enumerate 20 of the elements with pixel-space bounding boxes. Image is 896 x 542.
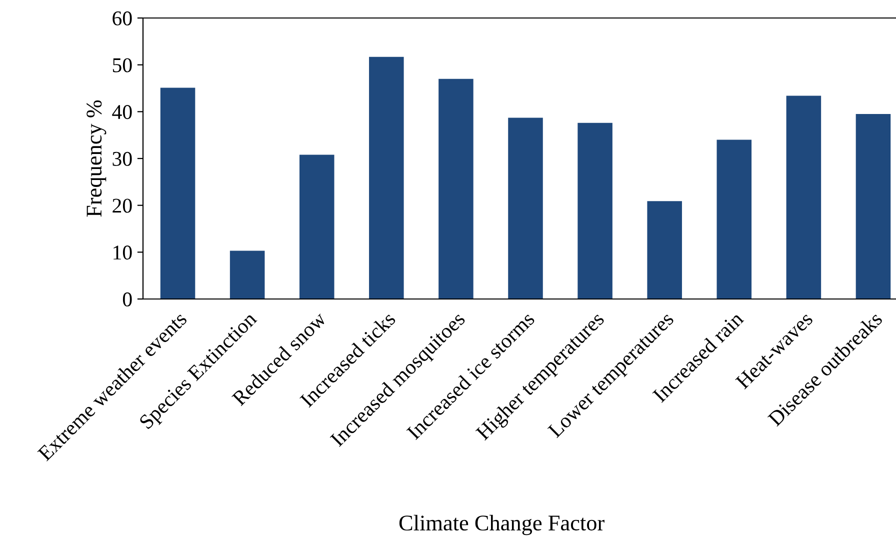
- bar: [647, 201, 682, 299]
- bar: [856, 114, 891, 299]
- y-axis-title: Frequency %: [86, 100, 106, 217]
- y-tick-label: 20: [112, 198, 132, 213]
- bar: [716, 140, 752, 299]
- y-tick-label: 40: [112, 105, 132, 120]
- y-tick-label: 0: [122, 292, 132, 306]
- bar: [438, 78, 474, 299]
- bar: [230, 250, 265, 299]
- y-tick-label: 10: [114, 246, 132, 260]
- bar: [508, 118, 543, 299]
- bar: [369, 56, 404, 299]
- y-tick-label: 50: [112, 58, 132, 72]
- bar: [578, 122, 612, 299]
- y-tick-label: 60: [112, 11, 132, 26]
- bar: [299, 154, 334, 299]
- x-axis-title: Climate Change Factor: [399, 514, 604, 536]
- bar: [786, 96, 822, 299]
- y-tick-label: 30: [112, 152, 132, 166]
- bar: [160, 88, 196, 299]
